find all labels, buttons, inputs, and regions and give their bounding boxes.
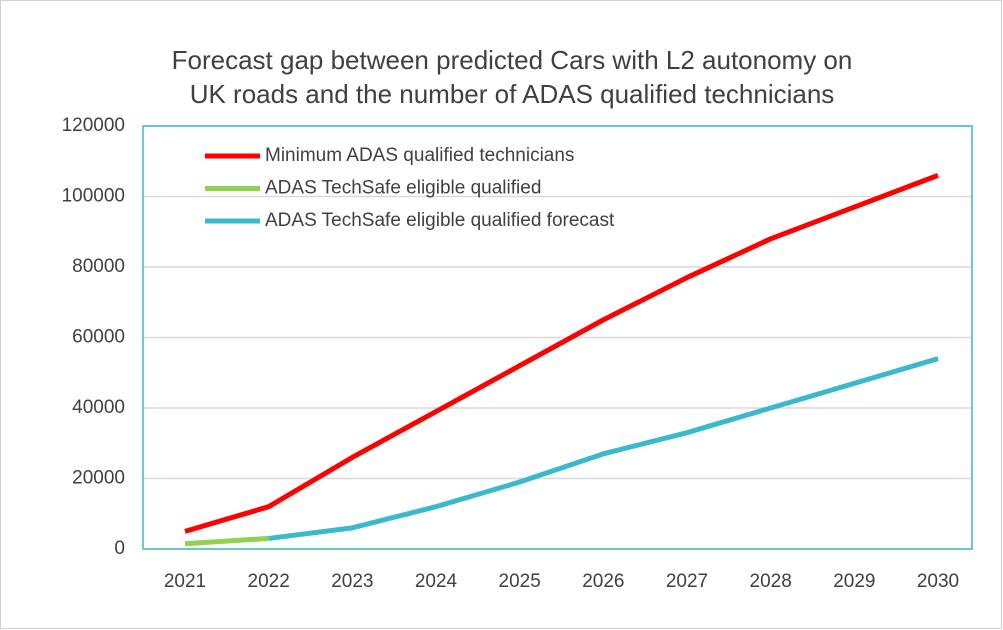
y-tick-label: 0 [114, 538, 125, 559]
series-line [268, 356, 939, 541]
legend-label: ADAS TechSafe eligible qualified [265, 178, 541, 199]
series-line [184, 535, 269, 547]
plot-border [142, 125, 973, 550]
x-tick-label: 2022 [248, 571, 290, 592]
legend-label: ADAS TechSafe eligible qualified forecas… [265, 210, 615, 231]
legend-label: Minimum ADAS qualified technicians [265, 145, 574, 166]
series-line [184, 173, 939, 534]
x-tick-label: 2028 [750, 571, 792, 592]
x-tick-label: 2025 [499, 571, 541, 592]
x-tick-label: 2021 [164, 571, 206, 592]
y-tick-label: 60000 [72, 327, 125, 348]
y-tick-label: 100000 [62, 186, 125, 207]
x-tick-label: 2023 [331, 571, 373, 592]
chart-title: UK roads and the number of ADAS qualifie… [190, 79, 835, 109]
y-tick-label: 40000 [72, 397, 125, 418]
x-tick-label: 2024 [415, 571, 458, 592]
y-tick-label: 20000 [72, 468, 125, 489]
x-tick-label: 2026 [582, 571, 624, 592]
y-tick-label: 120000 [62, 115, 125, 136]
y-tick-label: 80000 [72, 256, 125, 277]
x-tick-label: 2030 [917, 571, 959, 592]
x-tick-label: 2029 [833, 571, 875, 592]
x-tick-label: 2027 [666, 571, 708, 592]
chart-title: Forecast gap between predicted Cars with… [172, 45, 853, 75]
